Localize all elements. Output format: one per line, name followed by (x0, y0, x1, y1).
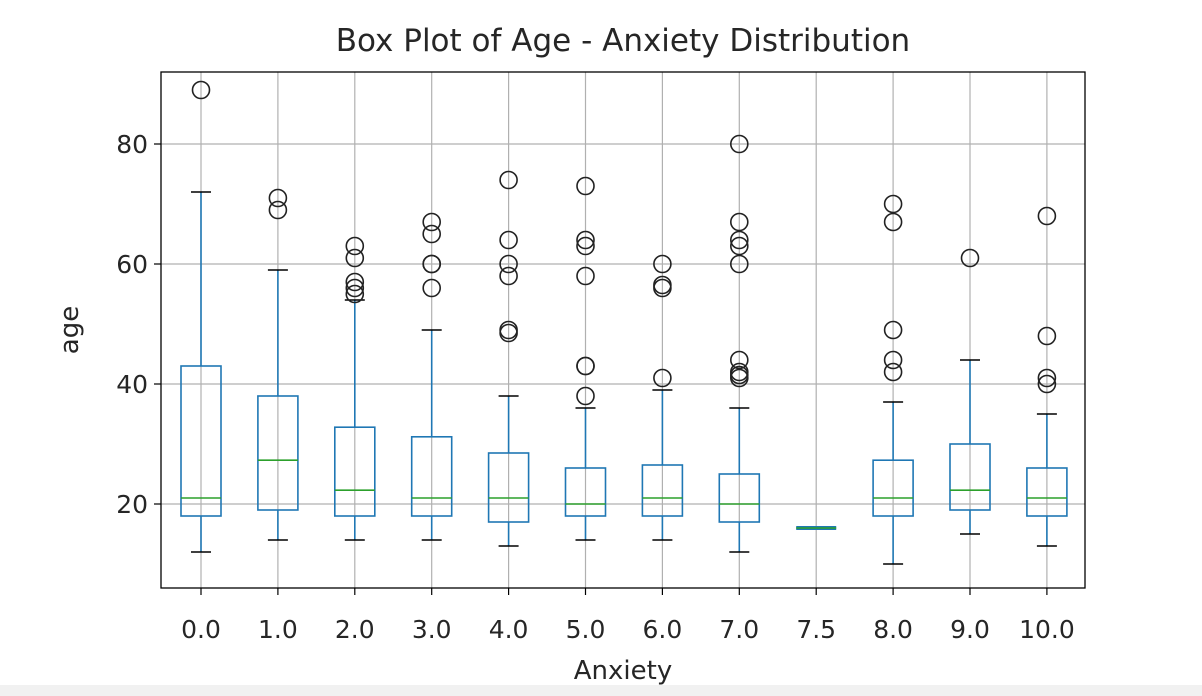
outlier-point (653, 368, 672, 388)
outlier-point (1037, 206, 1057, 226)
chart-title: Box Plot of Age - Anxiety Distribution (336, 23, 910, 59)
outlier-point (729, 254, 749, 274)
x-tick-label: 5.0 (566, 615, 606, 644)
x-tick-label: 7.5 (796, 615, 836, 644)
outlier-point (729, 134, 749, 154)
outlier-point (653, 275, 672, 295)
x-tick-label: 8.0 (873, 615, 913, 644)
iqr-box (872, 459, 914, 517)
outlier-point (499, 170, 518, 190)
outlier-point (499, 320, 518, 340)
outlier-point (576, 266, 595, 286)
iqr-box (180, 365, 222, 517)
outlier-point (1037, 326, 1057, 346)
outlier-point (499, 254, 518, 274)
outlier-point (576, 230, 595, 250)
outlier-point (883, 362, 903, 382)
outlier-point (729, 230, 749, 250)
outlier-point (191, 80, 211, 100)
outlier-point (499, 230, 518, 250)
outlier-point (960, 248, 980, 268)
x-axis-label: Anxiety (574, 656, 672, 686)
iqr-box (487, 452, 530, 523)
outlier-point (1037, 374, 1057, 394)
iqr-box (333, 426, 376, 517)
outlier-point (883, 350, 903, 370)
outlier-point (268, 200, 288, 220)
outlier-point (422, 254, 442, 274)
outlier-point (729, 236, 749, 256)
x-tick-label: 10.0 (1019, 615, 1075, 644)
plot-area-frame (160, 71, 1086, 589)
y-tick-label: 40 (116, 370, 148, 399)
y-tick-label: 20 (116, 490, 148, 519)
outlier-point (499, 266, 518, 286)
outlier-point (729, 350, 749, 370)
y-tick-label: 60 (116, 250, 148, 279)
x-tick-label: 7.0 (719, 615, 759, 644)
outlier-point (653, 254, 672, 274)
outlier-point (1037, 368, 1057, 388)
x-tick-label: 9.0 (950, 615, 990, 644)
outlier-point (883, 194, 903, 214)
outlier-point (422, 278, 442, 298)
x-tick-label: 6.0 (643, 615, 683, 644)
y-tick-label: 80 (116, 130, 148, 159)
x-tick-label: 0.0 (181, 615, 221, 644)
outlier-point (345, 248, 365, 268)
bottom-strip (0, 685, 1202, 696)
iqr-box (718, 473, 761, 523)
axis-ticks: 0.0 1.0 2.0 3.0 4.0 5.0 6.0 7.0 7.5 8.0 9.0 10.0 20 4… (116, 130, 1075, 644)
grid-lines (161, 72, 1085, 588)
iqr-box (641, 464, 684, 517)
outlier-point (345, 272, 365, 292)
box-plot-series (180, 80, 1068, 565)
x-tick-label: 1.0 (258, 615, 298, 644)
outlier-point (729, 212, 749, 232)
y-axis-label: age (55, 306, 85, 354)
outlier-point (576, 236, 595, 256)
x-tick-label: 4.0 (489, 615, 529, 644)
x-tick-label: 3.0 (412, 615, 452, 644)
outlier-point (576, 356, 595, 376)
outlier-point (345, 236, 365, 256)
x-tick-label: 2.0 (335, 615, 375, 644)
outlier-point (729, 362, 749, 382)
outlier-point (576, 176, 595, 196)
iqr-box (1026, 467, 1068, 517)
iqr-box (410, 435, 453, 517)
outlier-point (268, 188, 288, 208)
iqr-box (257, 395, 299, 511)
iqr-box (564, 467, 607, 517)
outlier-point (422, 224, 442, 244)
outlier-point (576, 386, 595, 406)
outlier-point (883, 320, 903, 340)
outlier-point (883, 212, 903, 232)
outlier-point (345, 284, 365, 304)
outlier-point (422, 212, 442, 232)
outlier-point (345, 278, 365, 298)
iqr-box (949, 443, 991, 511)
